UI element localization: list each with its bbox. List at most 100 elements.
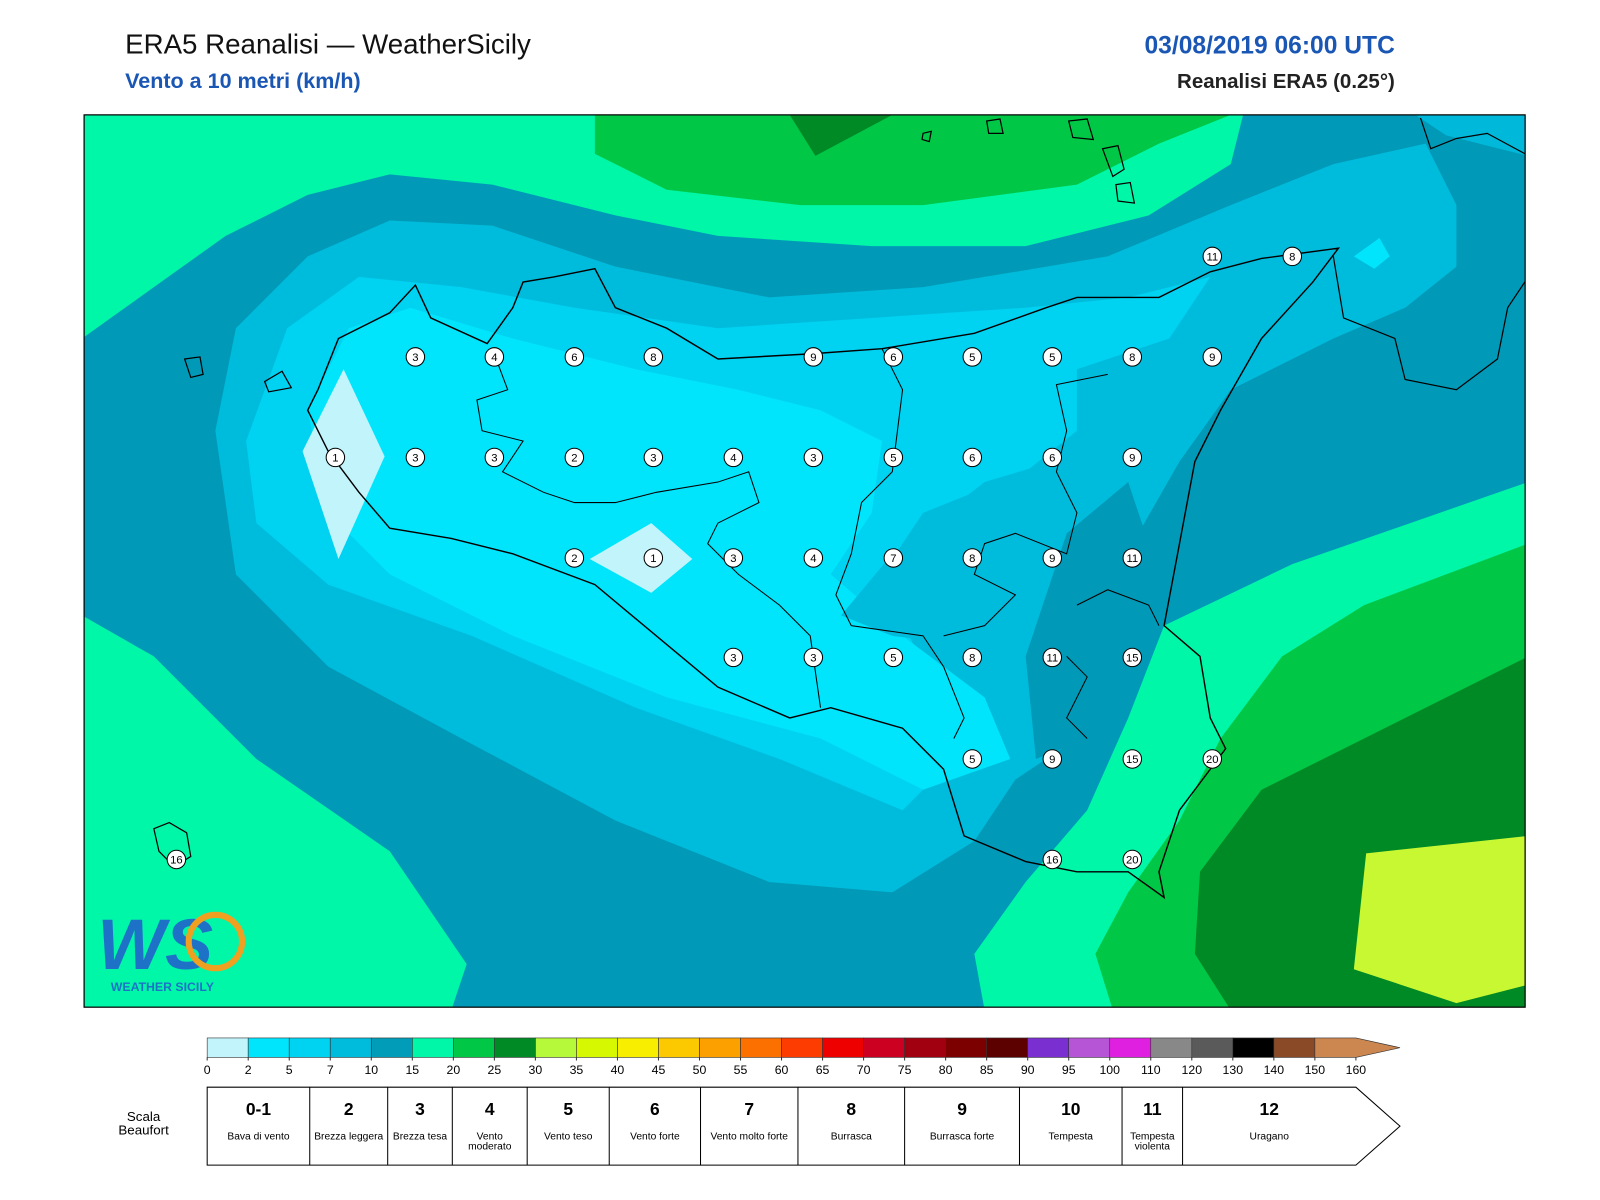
colorbar-segment	[576, 1037, 618, 1058]
colorbar-segment	[288, 1037, 331, 1058]
colorbar-tick-label: 7	[327, 1063, 334, 1077]
station-value: 7	[890, 553, 896, 565]
station-marker	[564, 447, 585, 468]
islands-coast	[153, 117, 1526, 868]
station-value: 4	[730, 453, 736, 465]
beaufort-label: Tempesta violenta	[1130, 1132, 1175, 1153]
station-value: 5	[1049, 352, 1055, 364]
colorbar-tick-label: 20	[446, 1063, 460, 1077]
station-marker	[723, 447, 744, 468]
logo: WS WEATHER SICILY	[97, 905, 246, 994]
colorbar-tick-label: 85	[980, 1063, 994, 1077]
colorbar-tick-label: 100	[1099, 1063, 1120, 1077]
colorbar-segment	[658, 1037, 700, 1058]
station-marker	[643, 347, 664, 367]
station-value: 11	[1206, 252, 1218, 264]
station-value: 3	[491, 453, 497, 465]
station-value: 4	[810, 553, 816, 565]
sicily	[306, 247, 1341, 900]
station-value: 3	[810, 653, 816, 665]
colorbar-segment	[329, 1037, 372, 1058]
contour	[1415, 114, 1526, 156]
station-marker	[1042, 447, 1063, 468]
colorbar-tick-label: 55	[734, 1063, 748, 1077]
station-marker	[564, 347, 585, 367]
beaufort-label-box: Brezza tesa	[393, 1132, 447, 1142]
station-marker	[803, 347, 824, 367]
station-value: 3	[650, 453, 656, 465]
beaufort-force: 7	[744, 1099, 754, 1119]
beaufort-label-box: Brezza leggera	[314, 1132, 384, 1143]
beaufort-label: Brezza leggera	[314, 1132, 384, 1143]
station-marker	[1042, 548, 1063, 568]
station-value: 6	[571, 352, 577, 364]
colorbar-segment	[1273, 1037, 1316, 1058]
colorbar-segment	[206, 1037, 249, 1058]
beaufort-title: Scala Beaufort	[118, 1109, 169, 1138]
contour	[789, 114, 893, 156]
contour	[589, 523, 693, 593]
station-value: 3	[810, 453, 816, 465]
station-value: 5	[969, 754, 975, 766]
colorbar: 0 2 5 7 10 15 20 25 30 35 40 45 50 55 60 65 70 75 80 85 90 95…	[204, 1037, 1401, 1077]
beaufort-label: Burrasca forte	[929, 1132, 995, 1143]
beaufort-label: Bava di vento	[227, 1132, 290, 1143]
station-value: 9	[1209, 352, 1215, 364]
station-marker	[1202, 347, 1223, 367]
beaufort-frame	[206, 1086, 1401, 1166]
colorbar-segment	[535, 1037, 577, 1058]
colorbar-segment	[1027, 1037, 1070, 1058]
colorbar-tick-label: 120	[1182, 1063, 1203, 1077]
colorbar-tick-label: 65	[816, 1063, 830, 1077]
station-marker	[643, 548, 664, 568]
station-value: 5	[890, 453, 896, 465]
colorbar-tick-label: 45	[652, 1063, 666, 1077]
colorbar-tick-label: 5	[286, 1063, 293, 1077]
station-value: 3	[412, 453, 418, 465]
contour	[84, 616, 467, 1008]
datetime: 03/08/2019 06:00 UTC	[1144, 32, 1395, 59]
colorbar-segment	[986, 1037, 1028, 1058]
contour	[1353, 237, 1390, 269]
borders	[476, 348, 1160, 739]
station-value: 6	[969, 453, 975, 465]
colorbar-tick-label: 30	[529, 1063, 543, 1077]
beaufort-label-box: Vento molto forte	[710, 1132, 788, 1143]
station-marker	[883, 548, 904, 568]
colorbar-segment	[945, 1037, 987, 1058]
beaufort-label: Vento forte	[630, 1132, 680, 1143]
beaufort-force: 12	[1260, 1099, 1279, 1119]
beaufort-label-box: Tempesta violenta	[1130, 1132, 1175, 1153]
colorbar-tick-label: 2	[245, 1063, 252, 1077]
map: 3 4 6 8 9 6 5 5 8 9 1 3 3 2 3 4 3 5 6 6 9 2 1 3 4 7 8 9 11 3 3 5 8 11 15 5 9…	[84, 114, 1526, 1008]
station-value: 8	[969, 553, 975, 565]
colorbar-tick-label: 0	[204, 1063, 211, 1077]
beaufort-label-box: Burrasca forte	[929, 1132, 995, 1143]
colorbar-tick-label: 35	[570, 1063, 584, 1077]
colorbar-segment	[1109, 1037, 1152, 1058]
colorbar-segment	[740, 1037, 782, 1058]
station-value: 3	[730, 653, 736, 665]
beaufort-force: 8	[846, 1099, 856, 1119]
title: ERA5 Reanalisi — WeatherSicily	[125, 28, 531, 59]
station-marker	[643, 447, 664, 468]
station-value: 8	[969, 653, 975, 665]
station-value: 1	[650, 553, 656, 565]
station-marker	[1122, 548, 1143, 568]
contour	[1353, 836, 1526, 1004]
beaufort-label: Tempesta	[1048, 1132, 1093, 1143]
beaufort-force: 9	[957, 1099, 967, 1119]
station-marker	[962, 347, 983, 367]
beaufort-label: Vento teso	[543, 1132, 593, 1143]
station-marker	[883, 647, 904, 668]
station-value: 2	[571, 553, 577, 565]
station-marker	[723, 647, 744, 668]
colorbar-tick-label: 160	[1346, 1063, 1367, 1077]
station-marker	[1122, 849, 1143, 870]
colorbar-arrow	[1314, 1037, 1401, 1058]
colorbar-segment	[370, 1037, 413, 1058]
colorbar-tick-label: 95	[1062, 1063, 1076, 1077]
beaufort-label: Vento molto forte	[710, 1132, 788, 1143]
colorbar-tick-label: 25	[488, 1063, 502, 1077]
station-value: 1	[332, 453, 338, 465]
